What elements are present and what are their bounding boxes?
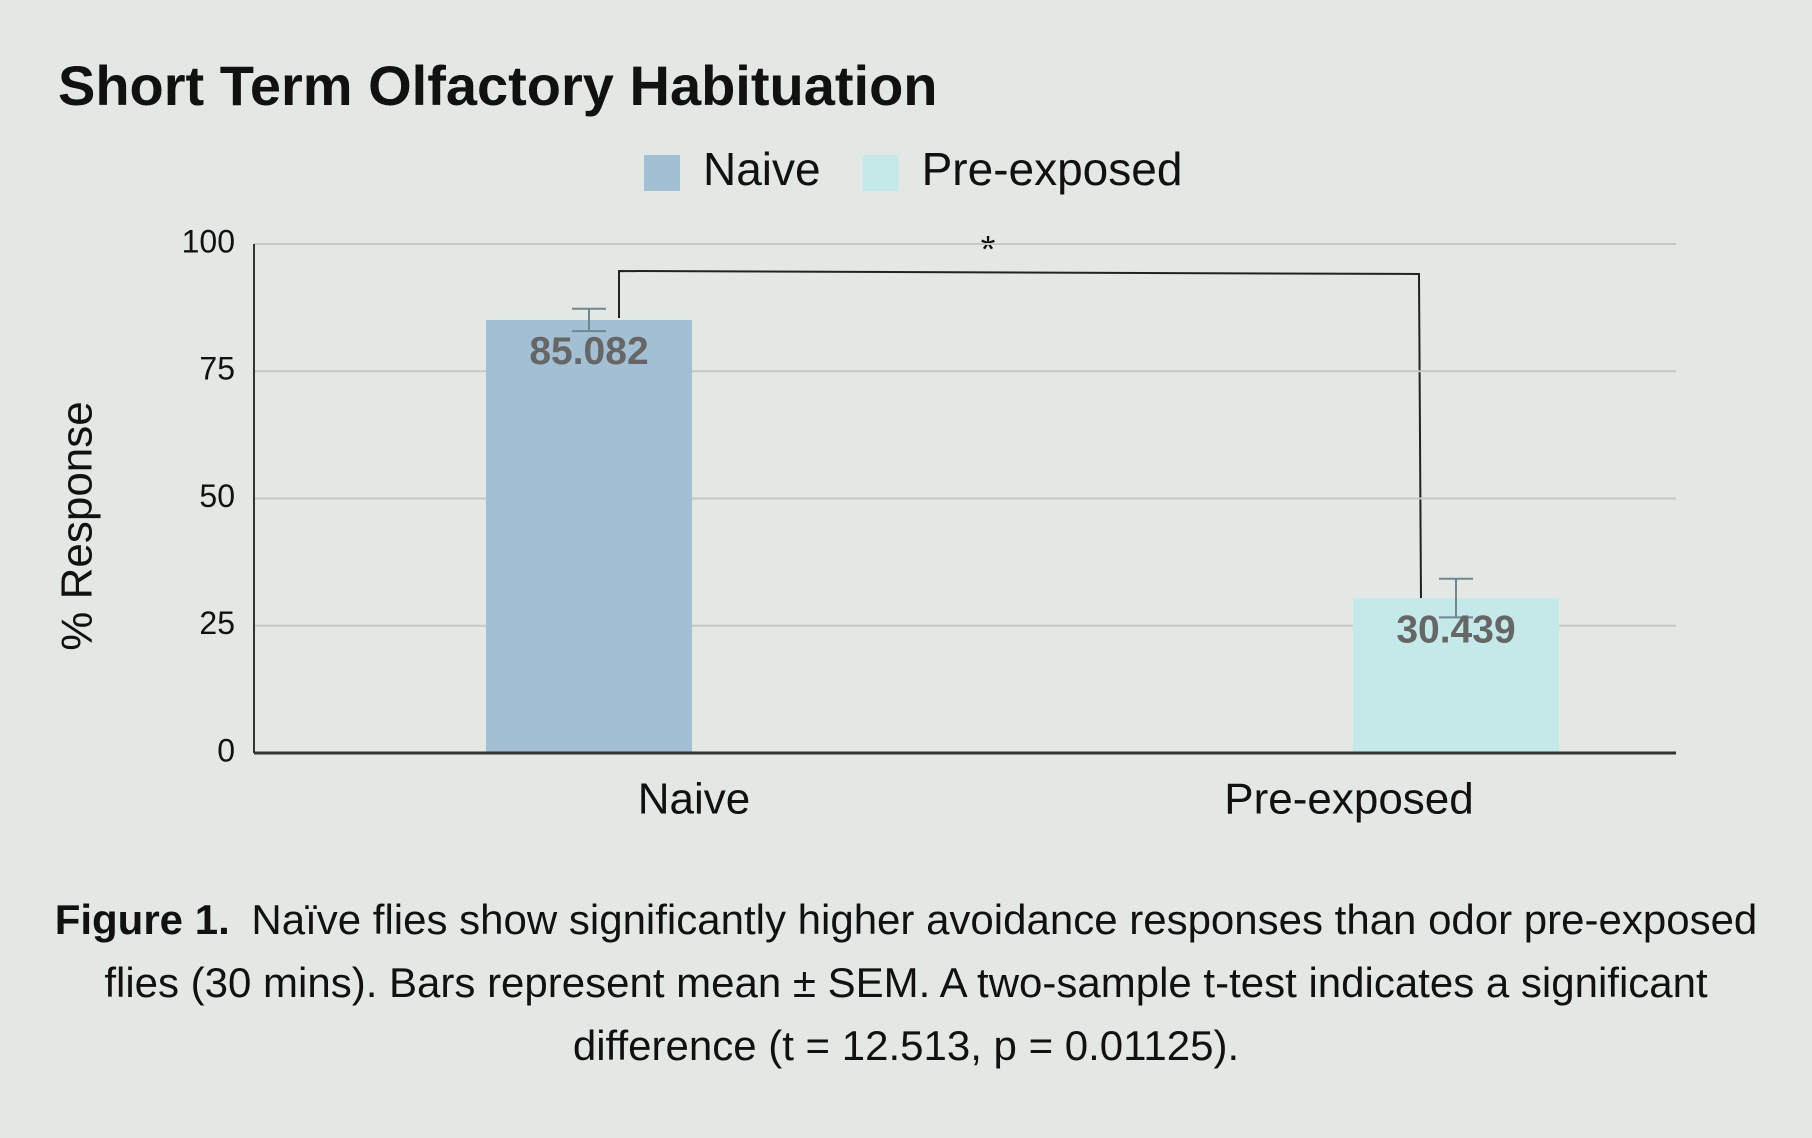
y-tick-label: 25 — [199, 605, 235, 641]
caption: Figure 1. Naïve flies show significantly… — [40, 888, 1772, 1077]
y-axis-label: % Response — [53, 401, 102, 650]
chart: Short Term Olfactory Habituation % Respo… — [53, 54, 1676, 824]
legend-swatch — [644, 155, 680, 191]
caption-label: Figure 1. — [54, 896, 230, 943]
error-bar — [1439, 577, 1473, 619]
bar — [486, 319, 692, 753]
bar — [1353, 598, 1559, 753]
legend-swatch — [862, 155, 899, 191]
data-label: 85.082 — [529, 330, 648, 373]
y-tick-label: 50 — [199, 478, 235, 514]
annotation: * — [981, 229, 996, 271]
error-bar — [572, 307, 606, 333]
x-tick-label: Naive — [638, 775, 751, 824]
y-tick-label: 0 — [217, 732, 235, 768]
significance-bracket — [618, 269, 1422, 602]
chart-title: Short Term Olfactory Habituation — [58, 54, 937, 117]
x-tick-label: Pre-exposed — [1224, 775, 1473, 824]
legend-label: Pre-exposed — [922, 143, 1183, 195]
caption-text: Naïve flies show significantly higher av… — [104, 896, 1758, 1069]
legend-label: Naive — [703, 143, 821, 195]
y-tick-label: 75 — [199, 351, 235, 387]
y-tick-label: 100 — [182, 223, 235, 259]
data-label: 30.439 — [1396, 608, 1515, 651]
